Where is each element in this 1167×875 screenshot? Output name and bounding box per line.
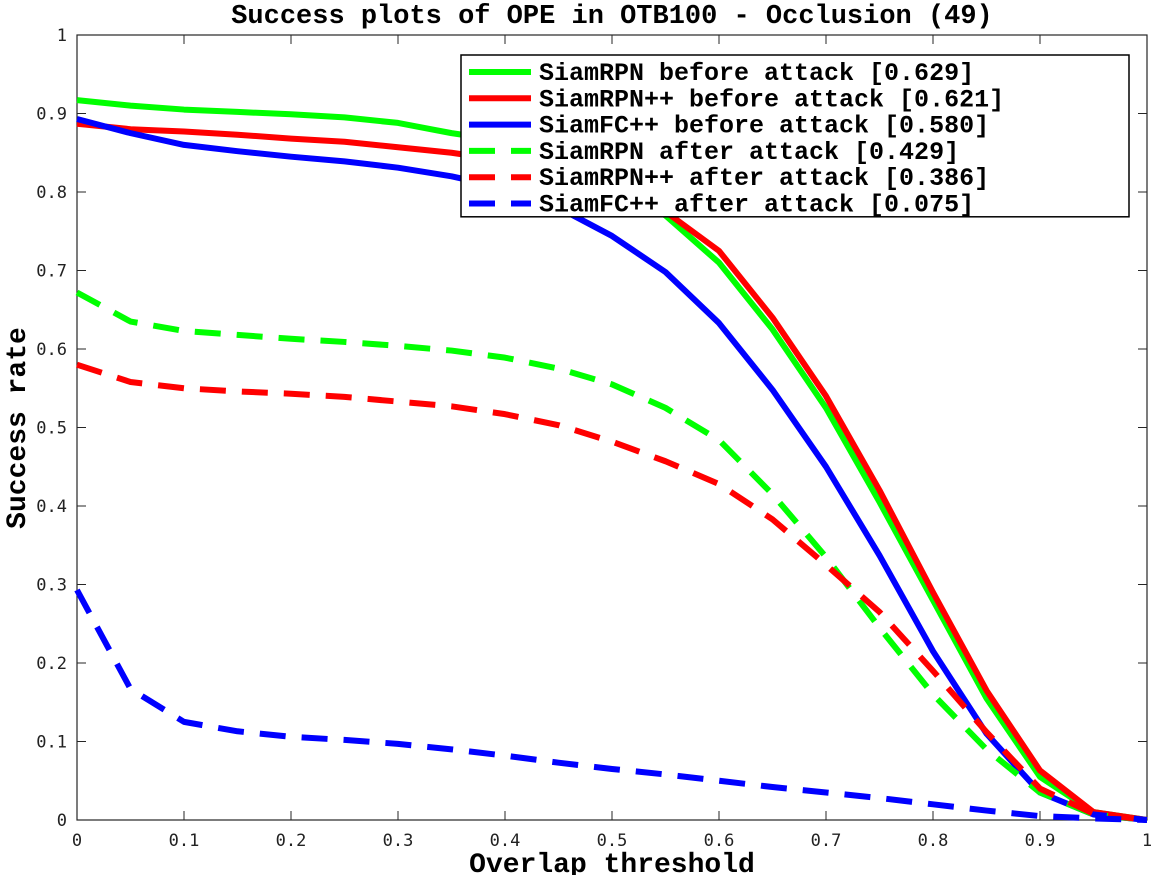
x-tick-label: 0.2 (276, 831, 307, 851)
legend-label: SiamRPN++ after attack [0.386] (539, 164, 989, 193)
y-tick-label: 1 (57, 26, 67, 46)
x-axis-label: Overlap threshold (469, 850, 755, 875)
x-tick-label: 0.1 (169, 831, 200, 851)
legend-label: SiamFC++ after attack [0.075] (539, 191, 974, 220)
chart-title: Success plots of OPE in OTB100 - Occlusi… (231, 2, 993, 32)
y-tick-label: 0.5 (36, 419, 67, 439)
y-tick-label: 0.1 (36, 733, 67, 753)
y-tick-label: 0.4 (36, 497, 67, 517)
legend: SiamRPN before attack [0.629]SiamRPN++ b… (460, 54, 1130, 220)
legend-label: SiamRPN before attack [0.629] (539, 59, 974, 88)
y-tick-label: 0.9 (36, 105, 67, 125)
axis-ticks: 0 0.1 0.2 0.3 0.4 0.5 0.6 0.7 0.8 0.9 1 0 0.1 0.2 0.3 0… (36, 26, 1152, 851)
series-line-5 (76, 361, 1148, 823)
x-tick-label: 0.5 (597, 831, 628, 851)
x-tick-label: 1 (1142, 831, 1152, 851)
x-tick-label: 0.6 (704, 831, 735, 851)
legend-entries: SiamRPN before attack [0.629]SiamRPN++ b… (469, 59, 1004, 220)
x-tick-label: 0.3 (383, 831, 414, 851)
y-tick-label: 0.3 (36, 576, 67, 596)
legend-box (460, 54, 1130, 218)
legend-label: SiamFC++ before attack [0.580] (539, 112, 989, 141)
series-line-4 (75, 289, 1148, 823)
y-axis-label: Success rate (3, 327, 34, 529)
x-tick-label: 0.8 (918, 831, 949, 851)
y-tick-label: 0.8 (36, 183, 67, 203)
x-tick-label: 0 (72, 831, 82, 851)
legend-label: SiamRPN after attack [0.429] (539, 138, 959, 167)
x-tick-label: 0.9 (1025, 831, 1056, 851)
y-tick-label: 0.6 (36, 340, 67, 360)
y-tick-label: 0.7 (36, 262, 67, 282)
x-tick-label: 0.7 (811, 831, 842, 851)
legend-label: SiamRPN++ before attack [0.621] (539, 85, 1004, 114)
series-line-3 (76, 116, 1148, 823)
y-tick-label: 0.2 (36, 654, 67, 674)
x-tick-label: 0.4 (490, 831, 521, 851)
y-tick-label: 0 (57, 811, 67, 831)
series-line-6 (74, 588, 1148, 823)
